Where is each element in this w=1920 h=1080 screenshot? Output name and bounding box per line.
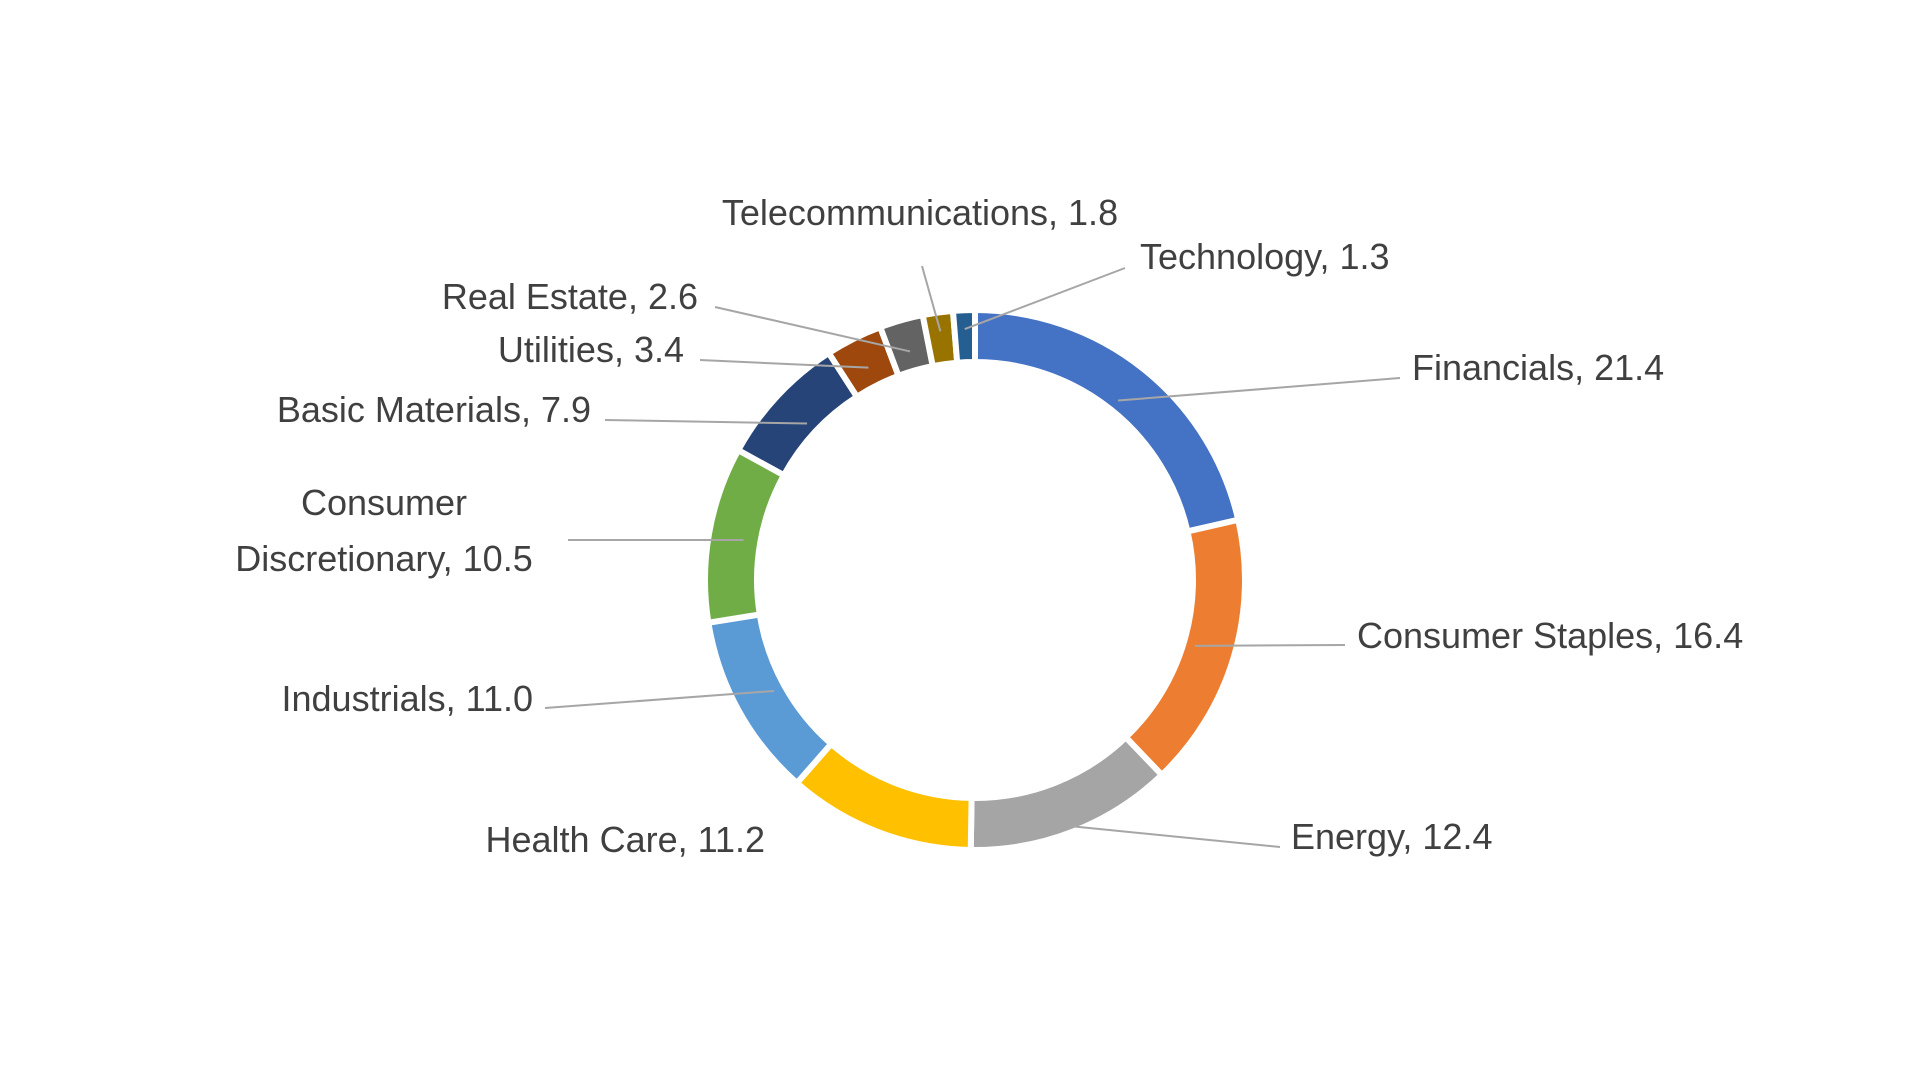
leader-real-estate xyxy=(714,306,911,353)
label-financials: Financials, 21.4 xyxy=(1412,347,1664,388)
label-energy: Energy, 12.4 xyxy=(1291,816,1492,857)
label-basic-materials: Basic Materials, 7.9 xyxy=(277,389,591,430)
label-industrials: Industrials, 11.0 xyxy=(282,678,533,719)
leader-telecommunications xyxy=(921,265,942,332)
slice-technology xyxy=(949,306,978,366)
label-consumer-discretionary: Consumer Discretionary, 10.5 xyxy=(235,482,532,579)
leader-technology xyxy=(964,267,1126,331)
leader-lines xyxy=(544,265,1401,848)
leader-utilities xyxy=(699,359,869,369)
donut-slices xyxy=(702,306,1248,854)
label-health-care: Health Care, 11.2 xyxy=(486,819,766,860)
label-telecommunications: Telecommunications, 1.8 xyxy=(722,192,1118,233)
label-technology: Technology, 1.3 xyxy=(1140,236,1390,277)
leader-industrials xyxy=(544,689,775,709)
leader-basic-materials xyxy=(604,419,808,425)
label-utilities: Utilities, 3.4 xyxy=(498,329,684,370)
leader-energy xyxy=(1071,825,1281,848)
leader-financials xyxy=(1117,377,1401,402)
label-consumer-staples: Consumer Staples, 16.4 xyxy=(1357,615,1743,656)
label-real-estate: Real Estate, 2.6 xyxy=(442,276,698,317)
leader-consumer-staples xyxy=(1194,644,1346,647)
data-labels: Financials, 21.4 Consumer Staples, 16.4 En… xyxy=(235,192,1743,860)
